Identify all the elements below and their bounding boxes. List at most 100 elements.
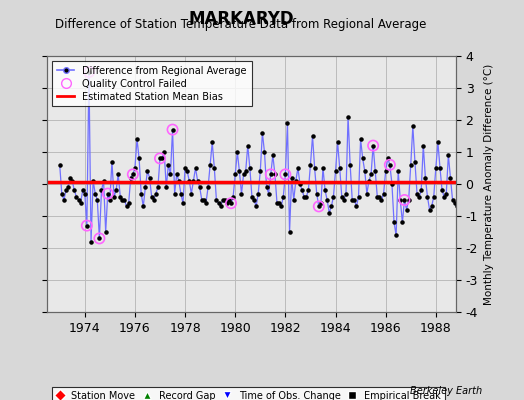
Point: [81, 190, 89, 197]
Point: [413, 190, 421, 197]
Point: [505, 200, 513, 206]
Point: [223, 200, 231, 206]
Point: [453, 203, 461, 210]
Point: [104, 190, 112, 197]
Point: [488, 181, 496, 187]
Point: [235, 168, 244, 174]
Point: [337, 194, 346, 200]
Point: [369, 142, 377, 149]
Point: [79, 187, 87, 194]
Point: [125, 200, 133, 206]
Point: [492, 197, 500, 203]
Point: [83, 222, 91, 229]
Point: [265, 190, 273, 197]
Point: [340, 197, 348, 203]
Point: [206, 162, 214, 168]
Point: [473, 187, 482, 194]
Legend: Station Move, Record Gap, Time of Obs. Change, Empirical Break: Station Move, Record Gap, Time of Obs. C…: [52, 387, 444, 400]
Point: [263, 184, 271, 190]
Point: [486, 197, 494, 203]
Point: [91, 190, 100, 197]
Point: [283, 120, 292, 126]
Text: MARKARYD: MARKARYD: [188, 10, 294, 28]
Point: [177, 190, 185, 197]
Point: [183, 168, 191, 174]
Text: Berkeley Earth: Berkeley Earth: [410, 386, 482, 396]
Point: [304, 187, 312, 194]
Point: [95, 235, 104, 242]
Point: [254, 190, 263, 197]
Point: [321, 187, 329, 194]
Point: [294, 165, 302, 171]
Point: [141, 184, 149, 190]
Point: [62, 187, 70, 194]
Point: [267, 171, 275, 178]
Point: [89, 178, 97, 184]
Point: [371, 168, 379, 174]
Point: [348, 197, 356, 203]
Point: [490, 194, 498, 200]
Point: [314, 203, 323, 210]
Point: [286, 229, 294, 235]
Point: [164, 162, 172, 168]
Point: [233, 149, 242, 155]
Point: [216, 203, 225, 210]
Point: [151, 190, 160, 197]
Point: [451, 200, 459, 206]
Point: [482, 110, 490, 117]
Point: [204, 184, 212, 190]
Point: [288, 174, 296, 181]
Point: [279, 194, 288, 200]
Point: [479, 190, 488, 197]
Point: [394, 168, 402, 174]
Point: [386, 162, 394, 168]
Point: [108, 158, 116, 165]
Point: [97, 187, 106, 194]
Point: [198, 197, 206, 203]
Point: [449, 197, 457, 203]
Point: [56, 162, 64, 168]
Point: [135, 155, 143, 162]
Point: [64, 184, 72, 190]
Point: [121, 197, 129, 203]
Point: [316, 200, 325, 206]
Point: [70, 187, 79, 194]
Point: [172, 171, 181, 178]
Point: [436, 165, 444, 171]
Point: [227, 200, 235, 206]
Point: [246, 165, 254, 171]
Point: [434, 139, 442, 146]
Point: [74, 197, 83, 203]
Point: [181, 165, 189, 171]
Point: [72, 194, 81, 200]
Point: [354, 194, 363, 200]
Point: [475, 187, 484, 194]
Point: [231, 171, 239, 178]
Point: [185, 178, 193, 184]
Point: [302, 194, 310, 200]
Point: [269, 152, 277, 158]
Point: [147, 194, 156, 200]
Point: [471, 168, 479, 174]
Point: [396, 197, 405, 203]
Point: [227, 200, 235, 206]
Point: [398, 219, 407, 226]
Y-axis label: Monthly Temperature Anomaly Difference (°C): Monthly Temperature Anomaly Difference (…: [484, 63, 494, 305]
Point: [244, 142, 252, 149]
Point: [346, 162, 354, 168]
Point: [229, 194, 237, 200]
Point: [275, 200, 283, 206]
Point: [248, 194, 256, 200]
Point: [415, 194, 423, 200]
Point: [411, 158, 419, 165]
Point: [417, 187, 425, 194]
Point: [225, 197, 233, 203]
Point: [187, 190, 195, 197]
Point: [114, 171, 123, 178]
Point: [260, 149, 269, 155]
Point: [195, 184, 204, 190]
Point: [500, 197, 509, 203]
Point: [168, 126, 177, 133]
Point: [463, 171, 472, 178]
Point: [375, 194, 384, 200]
